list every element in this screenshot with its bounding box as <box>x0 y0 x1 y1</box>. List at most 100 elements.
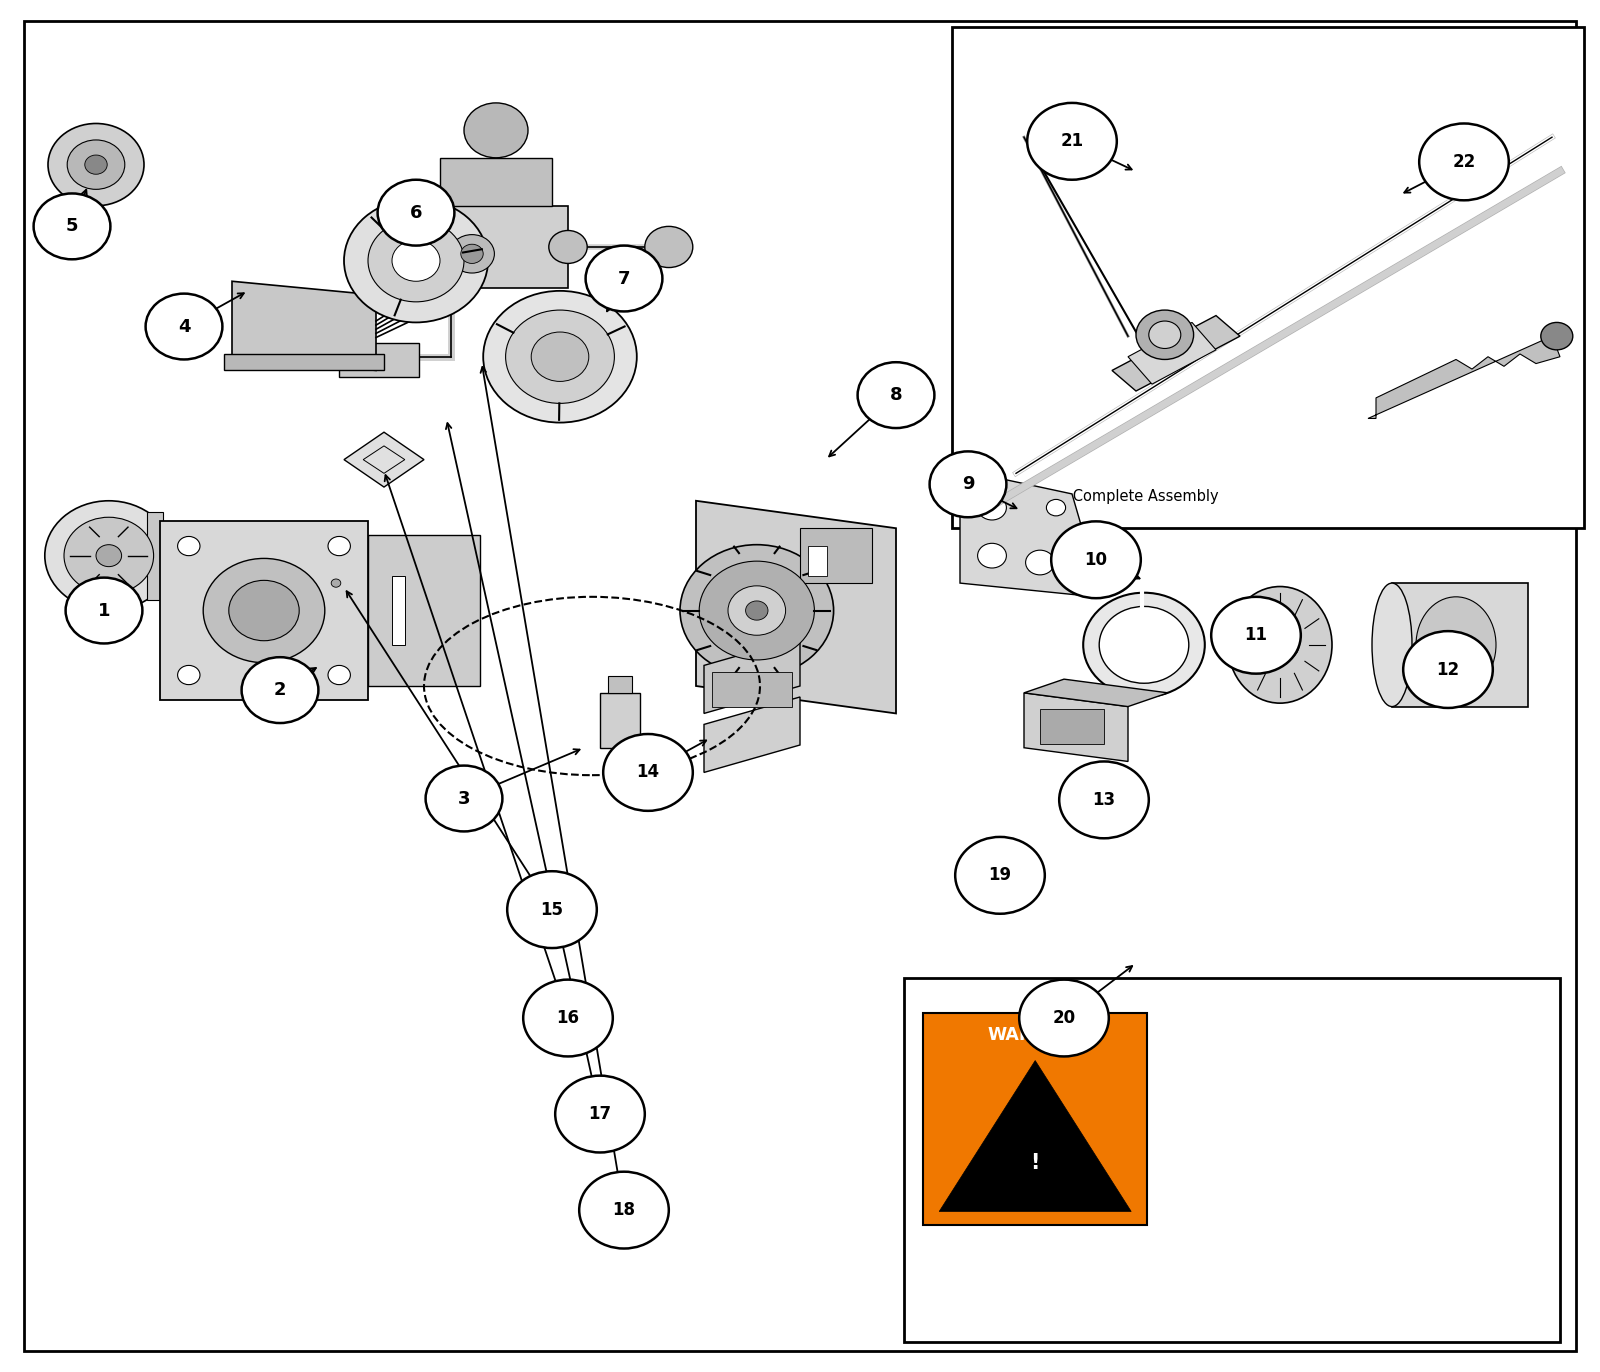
Text: 17: 17 <box>589 1104 611 1124</box>
Circle shape <box>1083 593 1205 697</box>
Text: 6: 6 <box>410 203 422 222</box>
FancyBboxPatch shape <box>1392 583 1528 707</box>
Text: Use authorized replacement parts only.  Do
not attempt to replicate or modify an: Use authorized replacement parts only. D… <box>926 1243 1254 1276</box>
Circle shape <box>64 517 154 594</box>
Text: WARNING: WARNING <box>987 1026 1083 1044</box>
Circle shape <box>1099 606 1189 683</box>
Circle shape <box>531 332 589 381</box>
FancyBboxPatch shape <box>160 521 368 700</box>
FancyBboxPatch shape <box>224 354 384 370</box>
FancyBboxPatch shape <box>923 1013 1147 1225</box>
Text: 1: 1 <box>98 601 110 620</box>
Text: 5: 5 <box>66 217 78 236</box>
Circle shape <box>96 545 122 567</box>
Circle shape <box>344 199 488 322</box>
Text: 14: 14 <box>637 763 659 782</box>
Circle shape <box>328 665 350 685</box>
Circle shape <box>978 543 1006 568</box>
Circle shape <box>203 558 325 663</box>
Circle shape <box>368 220 464 302</box>
FancyBboxPatch shape <box>432 206 568 288</box>
Polygon shape <box>1368 336 1560 418</box>
Circle shape <box>1136 310 1194 359</box>
Polygon shape <box>704 638 800 713</box>
FancyBboxPatch shape <box>1040 709 1104 744</box>
Circle shape <box>67 140 125 189</box>
FancyBboxPatch shape <box>904 978 1560 1342</box>
Polygon shape <box>704 697 800 772</box>
FancyBboxPatch shape <box>24 21 1576 1351</box>
FancyBboxPatch shape <box>368 535 480 686</box>
Circle shape <box>45 501 173 611</box>
Circle shape <box>978 495 1006 520</box>
Circle shape <box>555 1076 645 1152</box>
Circle shape <box>323 572 349 594</box>
Circle shape <box>1403 631 1493 708</box>
Circle shape <box>1019 980 1109 1056</box>
Polygon shape <box>1112 316 1240 391</box>
Text: 21: 21 <box>1061 132 1083 151</box>
FancyBboxPatch shape <box>600 693 640 748</box>
Circle shape <box>1211 597 1301 674</box>
FancyBboxPatch shape <box>339 343 419 377</box>
Circle shape <box>746 601 768 620</box>
Polygon shape <box>232 281 376 370</box>
FancyBboxPatch shape <box>608 676 632 693</box>
Circle shape <box>48 123 144 206</box>
Circle shape <box>483 291 637 423</box>
Circle shape <box>523 980 613 1056</box>
Circle shape <box>579 1172 669 1249</box>
Circle shape <box>1027 103 1117 180</box>
Text: 16: 16 <box>557 1008 579 1028</box>
Text: 18: 18 <box>613 1200 635 1220</box>
Circle shape <box>1541 322 1573 350</box>
Circle shape <box>331 579 341 587</box>
Circle shape <box>586 246 662 311</box>
FancyBboxPatch shape <box>147 512 163 600</box>
Circle shape <box>1149 321 1181 348</box>
Circle shape <box>464 103 528 158</box>
Circle shape <box>392 240 440 281</box>
Circle shape <box>1419 123 1509 200</box>
Text: 11: 11 <box>1245 626 1267 645</box>
FancyBboxPatch shape <box>808 546 827 576</box>
Circle shape <box>507 871 597 948</box>
Text: 9: 9 <box>962 475 974 494</box>
Text: 8: 8 <box>890 386 902 405</box>
Circle shape <box>328 536 350 556</box>
Circle shape <box>1051 521 1141 598</box>
Polygon shape <box>960 473 1096 597</box>
Text: 3: 3 <box>458 789 470 808</box>
Text: Explosion, Fire,
Asphyxiation
Hazard: Explosion, Fire, Asphyxiation Hazard <box>1184 1002 1360 1065</box>
Text: = Complete Assembly: = Complete Assembly <box>1056 490 1219 504</box>
Circle shape <box>242 657 318 723</box>
Circle shape <box>1261 628 1299 661</box>
FancyBboxPatch shape <box>800 528 872 583</box>
Ellipse shape <box>1373 583 1413 707</box>
Circle shape <box>1026 550 1054 575</box>
Circle shape <box>461 244 483 263</box>
Circle shape <box>506 310 614 403</box>
Text: 10: 10 <box>1085 550 1107 569</box>
Text: !: ! <box>1030 1154 1040 1173</box>
Text: 7: 7 <box>618 269 630 288</box>
Text: 13: 13 <box>1093 790 1115 809</box>
Circle shape <box>178 665 200 685</box>
Circle shape <box>603 734 693 811</box>
Text: 2: 2 <box>274 681 286 700</box>
Circle shape <box>858 362 934 428</box>
Circle shape <box>645 226 693 268</box>
Circle shape <box>66 578 142 643</box>
Ellipse shape <box>1416 597 1496 693</box>
Circle shape <box>34 193 110 259</box>
Circle shape <box>930 451 1006 517</box>
Circle shape <box>728 586 786 635</box>
Text: 4: 4 <box>178 317 190 336</box>
Circle shape <box>680 545 834 676</box>
Circle shape <box>85 155 107 174</box>
Text: 12: 12 <box>1437 660 1459 679</box>
FancyBboxPatch shape <box>392 576 405 645</box>
Polygon shape <box>1024 679 1168 707</box>
Circle shape <box>378 180 454 246</box>
Text: 20: 20 <box>1053 1008 1075 1028</box>
